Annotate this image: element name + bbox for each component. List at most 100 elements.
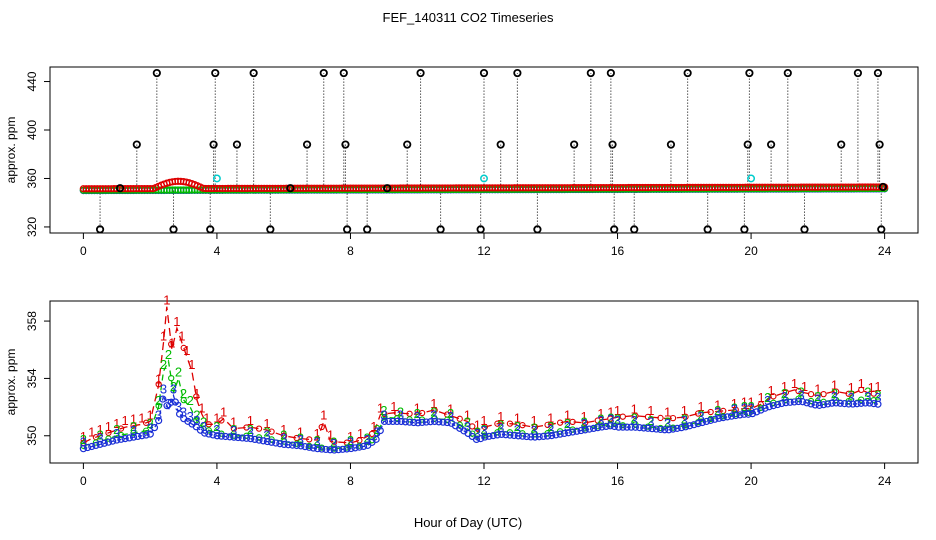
outlier-point	[740, 225, 749, 234]
series-2-label: 2	[347, 433, 354, 448]
outlier-point	[209, 140, 218, 149]
series-3-point	[794, 397, 803, 406]
series-1-label: 1	[731, 396, 738, 411]
series-1-label: 1	[377, 400, 384, 415]
series-1-label: 1	[121, 413, 128, 428]
x-tick-label: 12	[477, 474, 491, 488]
y-tick-label: 354	[25, 368, 39, 388]
series-2-point	[117, 431, 125, 439]
series-3-point	[234, 433, 242, 442]
series-3-point	[573, 427, 581, 435]
series-3-point	[623, 423, 631, 431]
series-1-label: 1	[697, 399, 704, 414]
series-1-point	[694, 410, 702, 417]
series-3-point	[723, 413, 731, 421]
series-1-label: 1	[297, 425, 304, 440]
series-3-point	[389, 417, 397, 426]
x-tick-label: 8	[347, 474, 354, 488]
series-2-label: 2	[631, 410, 638, 425]
series-2-label: 2	[96, 427, 103, 442]
series-3-label: 3	[330, 436, 337, 451]
series-2-point	[130, 429, 137, 437]
series-3-point	[836, 399, 844, 407]
outlier-point	[286, 184, 295, 193]
series-3-label: 3	[80, 435, 87, 450]
series-3-point	[510, 431, 518, 440]
series-3-point	[577, 426, 585, 435]
series-3-point	[192, 423, 200, 431]
series-1-point	[331, 438, 338, 445]
series-1-label: 1	[173, 314, 180, 329]
series-2-point	[80, 442, 87, 449]
series-1-label: 1	[390, 399, 397, 414]
series-3-point	[96, 440, 104, 448]
series-3-label: 3	[781, 389, 788, 404]
series-3-point	[857, 399, 865, 407]
series-3-label: 3	[581, 416, 588, 431]
series-2-label: 2	[681, 412, 688, 427]
series-3-point	[556, 430, 564, 438]
series-1-label: 1	[178, 329, 185, 344]
series-3-point	[284, 441, 292, 449]
series-3-label: 3	[364, 432, 371, 447]
series-1-point	[255, 425, 263, 432]
series-1-label: 1	[681, 403, 688, 418]
series-3-point	[811, 401, 819, 409]
series-2-label: 2	[731, 400, 738, 415]
series-2-label: 2	[165, 347, 172, 362]
series-3-point	[209, 431, 217, 439]
series-1-label: 1	[631, 402, 638, 417]
series-3-label: 3	[597, 413, 604, 428]
series-3-point	[560, 429, 568, 438]
series-3-label: 3	[547, 422, 554, 437]
series-3-point	[347, 444, 355, 453]
series-3-point	[514, 432, 522, 440]
series-3-point	[293, 441, 301, 450]
series-2-label: 2	[263, 425, 270, 440]
series-3-point	[418, 418, 426, 427]
x-tick-label: 24	[878, 244, 892, 258]
series-3-point	[853, 400, 861, 408]
series-3-label: 3	[165, 396, 172, 411]
series-1-point	[418, 409, 426, 417]
series-1-point	[770, 393, 777, 400]
series-3-label: 3	[631, 413, 638, 428]
series-3-label: 3	[180, 405, 187, 420]
series-3-point	[497, 430, 506, 439]
series-1-point	[832, 388, 840, 395]
series-1-point	[707, 408, 714, 416]
outlier-point	[95, 225, 105, 234]
outlier-point	[266, 225, 275, 234]
series-3-point	[790, 398, 798, 406]
series-1-label: 1	[263, 416, 270, 431]
series-1-point	[218, 417, 225, 424]
series-2-label: 2	[187, 393, 194, 408]
series-2-label: 2	[614, 412, 621, 427]
y-tick-label: 440	[25, 71, 39, 91]
outlier-point	[341, 140, 350, 149]
series-1-label: 1	[370, 419, 377, 434]
series-1-point	[180, 344, 187, 352]
series-2-label: 2	[230, 422, 237, 437]
series-3-point	[819, 401, 828, 409]
series-3-point	[276, 440, 284, 448]
series-2-label: 2	[497, 417, 504, 432]
series-3-point	[397, 417, 405, 426]
outlier-point	[343, 225, 352, 234]
outlier-point	[211, 68, 220, 78]
series-3-point	[79, 445, 87, 453]
outlier-point	[339, 68, 348, 78]
series-2-point	[770, 399, 777, 406]
series-2-point	[858, 396, 865, 403]
series-1-point	[632, 412, 639, 419]
series-1-point	[569, 418, 576, 426]
series-2-label: 2	[464, 415, 471, 430]
series-2-label: 2	[747, 399, 754, 414]
series-3-point	[644, 424, 652, 432]
series-1-label: 1	[614, 403, 621, 418]
series-3-point	[217, 432, 225, 440]
series-3-point	[410, 418, 418, 427]
series-3-point	[251, 435, 259, 444]
series-3-label: 3	[480, 423, 487, 438]
y-axis-label: approx. ppm	[4, 349, 18, 416]
